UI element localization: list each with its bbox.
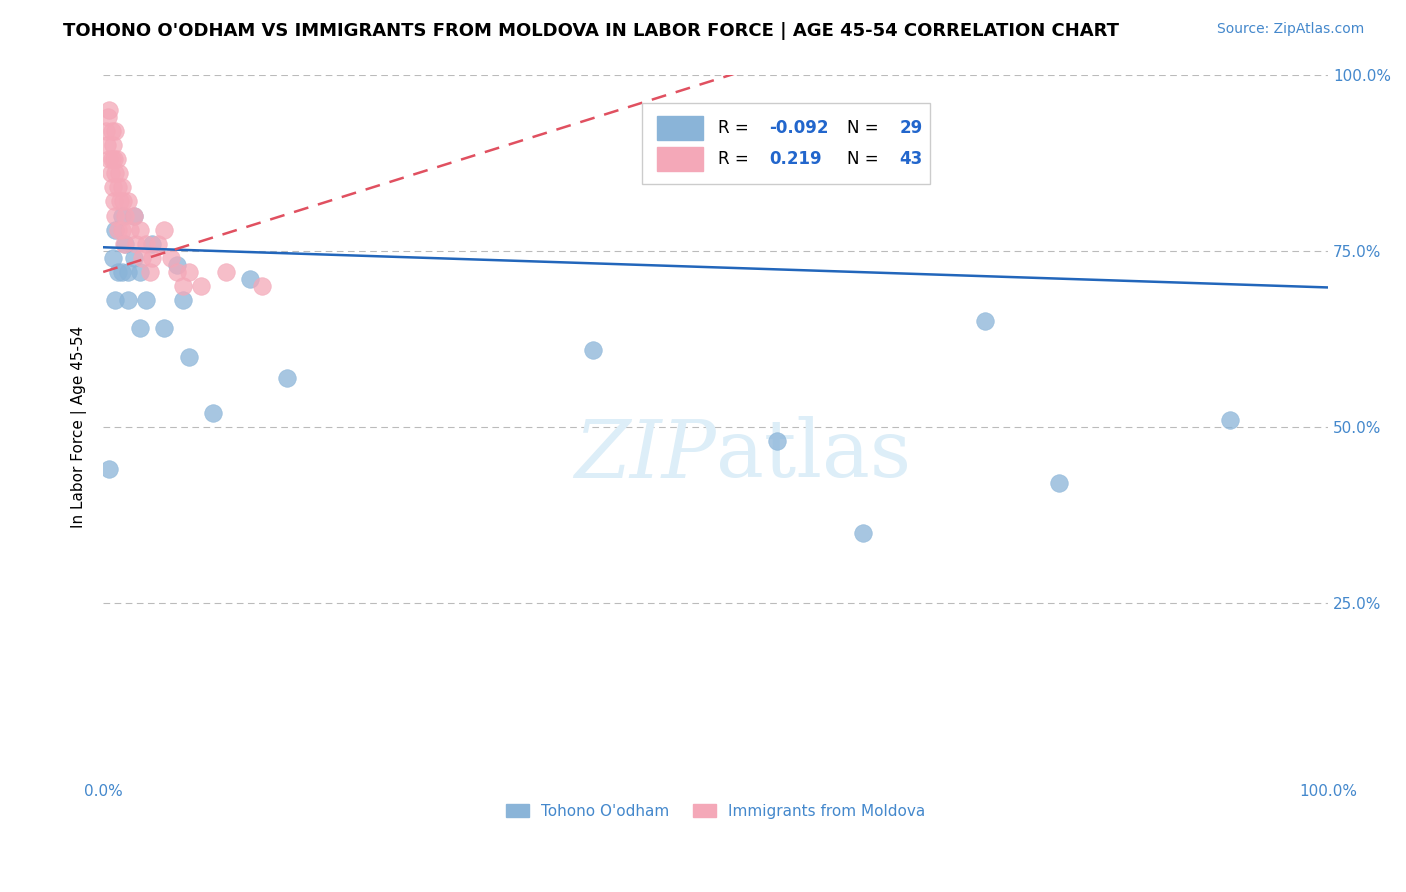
Point [94, 124, 117, 138]
Text: Source: ZipAtlas.com: Source: ZipAtlas.com [1216, 22, 1364, 37]
Point [100, 166, 122, 180]
Point [104, 166, 127, 180]
Point [101, 152, 124, 166]
Point [974, 314, 997, 328]
Point [98, 462, 121, 476]
Point [172, 279, 194, 293]
Point [129, 321, 152, 335]
Point [148, 236, 170, 251]
Point [135, 236, 157, 251]
Point [135, 293, 157, 307]
Point [104, 293, 127, 307]
Point [101, 138, 124, 153]
FancyBboxPatch shape [657, 147, 703, 171]
Text: 43: 43 [900, 150, 922, 169]
Point [101, 180, 124, 194]
Point [117, 194, 139, 209]
Point [104, 124, 127, 138]
Point [117, 293, 139, 307]
Point [97, 110, 120, 124]
Point [159, 251, 181, 265]
Point [105, 152, 128, 166]
Point [129, 265, 152, 279]
Point [131, 251, 153, 265]
Point [107, 265, 129, 279]
Point [172, 293, 194, 307]
Point [110, 180, 132, 194]
Point [852, 525, 875, 540]
Point [177, 265, 200, 279]
Point [153, 321, 176, 335]
Point [110, 222, 132, 236]
Point [104, 222, 127, 236]
Point [117, 265, 139, 279]
Point [125, 236, 148, 251]
Point [101, 124, 124, 138]
Point [166, 258, 188, 272]
Point [276, 370, 298, 384]
Text: R =: R = [718, 150, 754, 169]
Point [1047, 476, 1070, 491]
Point [122, 251, 145, 265]
Point [103, 152, 125, 166]
Point [202, 406, 225, 420]
Point [129, 222, 152, 236]
Point [215, 265, 238, 279]
Point [96, 138, 118, 153]
FancyBboxPatch shape [643, 103, 929, 184]
Point [177, 350, 200, 364]
Point [139, 265, 162, 279]
Point [112, 236, 135, 251]
Point [101, 251, 124, 265]
Point [114, 236, 136, 251]
Text: N =: N = [846, 150, 883, 169]
Point [122, 209, 145, 223]
Point [108, 166, 131, 180]
Point [153, 222, 176, 236]
Point [111, 194, 134, 209]
Point [239, 272, 262, 286]
Text: ZIP: ZIP [574, 417, 716, 494]
Text: atlas: atlas [716, 417, 911, 494]
Text: 29: 29 [900, 120, 922, 137]
Point [120, 222, 142, 236]
Point [190, 279, 212, 293]
Point [141, 251, 163, 265]
Text: R =: R = [718, 120, 754, 137]
Point [122, 209, 145, 223]
Point [107, 180, 129, 194]
Point [107, 222, 129, 236]
Point [1219, 413, 1241, 427]
Point [166, 265, 188, 279]
Point [114, 209, 136, 223]
Point [110, 209, 132, 223]
Point [252, 279, 274, 293]
Text: 0.219: 0.219 [769, 150, 823, 169]
Text: TOHONO O'ODHAM VS IMMIGRANTS FROM MOLDOVA IN LABOR FORCE | AGE 45-54 CORRELATION: TOHONO O'ODHAM VS IMMIGRANTS FROM MOLDOV… [63, 22, 1119, 40]
Point [104, 209, 127, 223]
FancyBboxPatch shape [657, 116, 703, 140]
Point [110, 265, 132, 279]
Text: N =: N = [846, 120, 883, 137]
Y-axis label: In Labor Force | Age 45-54: In Labor Force | Age 45-54 [72, 326, 87, 528]
Point [141, 236, 163, 251]
Point [103, 194, 125, 209]
Point [98, 152, 121, 166]
Point [98, 103, 121, 117]
Text: -0.092: -0.092 [769, 120, 830, 137]
Legend: Tohono O'odham, Immigrants from Moldova: Tohono O'odham, Immigrants from Moldova [501, 797, 931, 825]
Point [582, 343, 605, 357]
Point [766, 434, 789, 449]
Point [110, 194, 132, 209]
